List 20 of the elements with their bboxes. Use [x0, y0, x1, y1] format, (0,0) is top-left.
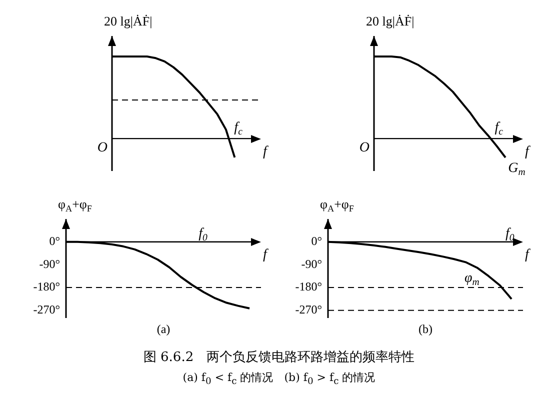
text: O	[359, 140, 370, 156]
y-axis-title: 20 lg|ȦḞ|	[366, 13, 414, 28]
y-tick-label: -270°	[295, 302, 322, 317]
y-tick-label: -90°	[301, 256, 322, 271]
y-tick-label: 0°	[311, 234, 322, 248]
text: (a)	[156, 322, 170, 336]
x-axis-title: f	[525, 248, 532, 263]
y-tick-label: 0°	[49, 234, 60, 248]
x-axis-title: f	[263, 248, 270, 263]
x-axis-title: f	[263, 144, 270, 160]
y-tick-label: -90°	[39, 256, 60, 271]
y-tick-label: -180°	[295, 280, 322, 294]
y-axis-title: 20 lg|ȦḞ|	[104, 13, 152, 28]
x-axis-title: f	[525, 144, 532, 160]
text: 图 6.6.2 两个负反馈电路环路增益的频率特性	[142, 349, 416, 366]
text: (a) f$_{0}$ < f$_{c}$ 的情况 (b) f$_{0}$ > f$_{c}$ 的情况	[182, 371, 376, 388]
y-tick-label: -180°	[33, 280, 60, 294]
y-tick-label: -270°	[33, 302, 60, 317]
text: (b)	[418, 322, 433, 336]
text: O	[97, 140, 108, 156]
